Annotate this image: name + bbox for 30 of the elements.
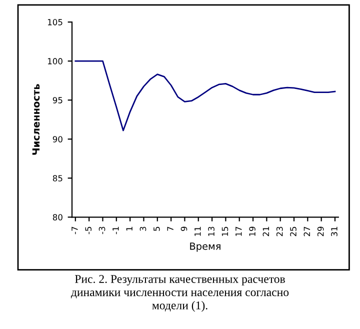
x-tick-label: 19 <box>249 226 256 236</box>
text: Рис. 2. Результаты качественных расчетов динамики численности населения согласно модели (1). <box>70 275 289 312</box>
y-tick-label: 85 <box>52 175 62 182</box>
x-tick-label: -3 <box>98 226 106 234</box>
x-tick-label: 25 <box>290 226 296 236</box>
x-tick-label: 13 <box>208 226 214 236</box>
x-tick-label: 11 <box>194 226 201 236</box>
x-tick-label: 3 <box>140 226 146 231</box>
x-tick-label: 27 <box>304 226 310 236</box>
x-tick-label: 21 <box>262 226 269 236</box>
x-tick-label: 23 <box>276 226 283 236</box>
line-series <box>74 60 336 132</box>
y-tick-label: 100 <box>48 58 62 64</box>
y-tick-label: 105 <box>48 19 62 26</box>
x-axis-title: Время <box>190 242 220 252</box>
x-tick-label: 31 <box>331 226 338 236</box>
x-tick-label: -1 <box>112 226 119 234</box>
x-tick-label: 9 <box>180 226 188 231</box>
y-tick-label: 90 <box>52 136 62 142</box>
x-tick-label: 15 <box>222 226 228 236</box>
x-tick-label: -7 <box>72 226 78 234</box>
y-axis-title: Численность <box>32 84 40 155</box>
x-tick-label: 1 <box>126 226 132 231</box>
x-tick-label: 17 <box>236 226 242 236</box>
x-tick-label: 5 <box>154 226 160 231</box>
y-tick-label: 80 <box>52 214 62 220</box>
x-tick-label: -5 <box>85 226 92 234</box>
x-tick-label: 7 <box>167 226 174 231</box>
y-tick-label: 95 <box>52 97 62 104</box>
x-tick-label: 29 <box>317 226 324 236</box>
